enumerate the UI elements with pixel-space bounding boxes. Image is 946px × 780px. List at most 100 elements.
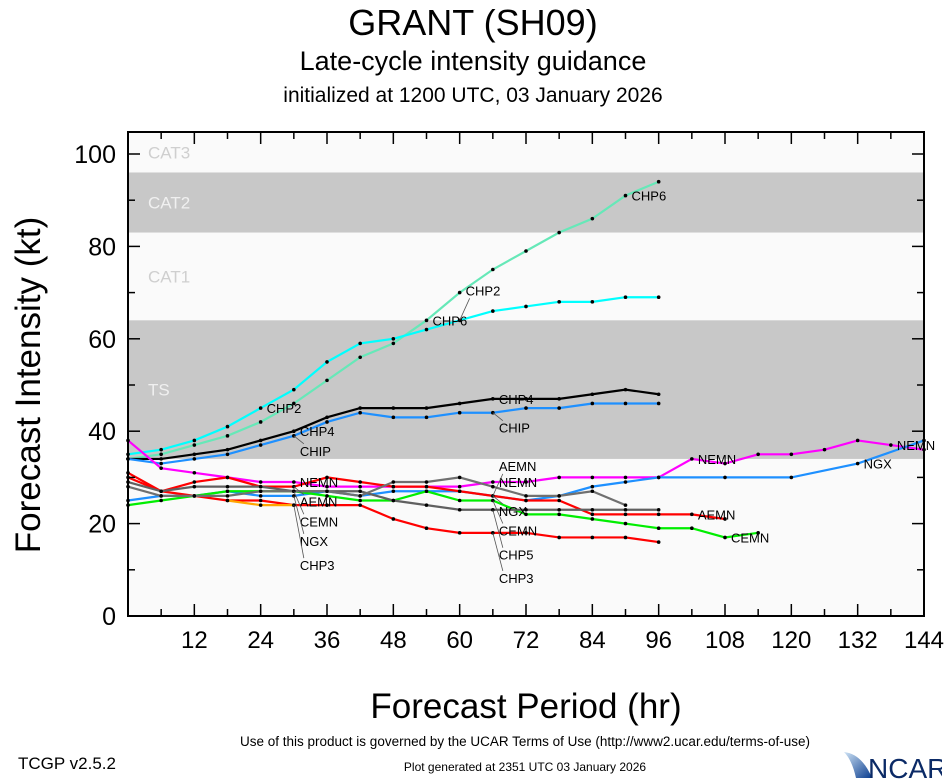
svg-text:NCAR: NCAR — [868, 753, 942, 780]
series-label: AEMN — [499, 459, 537, 474]
data-point — [855, 438, 860, 443]
data-point — [457, 507, 462, 512]
data-point — [491, 397, 495, 401]
data-point — [690, 512, 694, 517]
series-label: CEMN — [731, 530, 769, 545]
series-label: NEMN — [698, 452, 736, 467]
data-point — [524, 507, 528, 512]
series-label: NGX — [300, 534, 329, 549]
data-point — [358, 498, 362, 503]
data-point — [491, 484, 495, 489]
data-point — [524, 480, 528, 484]
label-leader — [293, 495, 305, 534]
data-point — [225, 498, 230, 503]
band-label: CAT2 — [148, 194, 190, 213]
series-label: CHIP — [499, 421, 530, 436]
data-point — [258, 484, 263, 489]
label-leader — [459, 298, 471, 321]
x-tick-label: 108 — [705, 627, 745, 654]
data-point — [292, 480, 296, 484]
data-point — [557, 406, 561, 410]
data-point — [159, 466, 163, 470]
data-point — [325, 420, 329, 424]
x-tick-label: 60 — [446, 627, 473, 654]
label-leader — [492, 532, 504, 571]
data-point — [590, 512, 595, 517]
data-point — [723, 475, 727, 480]
data-point — [590, 300, 595, 304]
data-point — [690, 526, 694, 531]
chart-subtitle: Late-cycle intensity guidance — [299, 46, 647, 76]
data-point — [325, 360, 329, 364]
band-cat2 — [128, 172, 924, 233]
label-leader — [293, 491, 305, 515]
data-point — [258, 480, 263, 484]
data-point — [524, 498, 528, 503]
data-point — [424, 327, 429, 332]
band-label: CAT1 — [148, 267, 190, 286]
y-tick-label: 20 — [88, 511, 116, 539]
y-tick-label: 0 — [102, 603, 116, 631]
init-time: initialized at 1200 UTC, 03 January 2026 — [283, 84, 663, 107]
series-label: CHP5 — [499, 548, 534, 563]
data-point — [789, 452, 794, 457]
data-point — [325, 415, 329, 420]
data-point — [424, 484, 429, 489]
data-point — [391, 480, 396, 484]
data-point — [789, 475, 794, 480]
data-point — [225, 424, 230, 429]
data-point — [424, 415, 429, 420]
data-point — [457, 290, 462, 295]
data-point — [258, 489, 263, 494]
series-label: CEMN — [300, 514, 338, 529]
data-point — [557, 397, 561, 401]
data-point — [225, 489, 230, 494]
data-point — [325, 494, 329, 498]
x-tick-label: 48 — [380, 627, 407, 654]
chart-title: GRANT (SH09) — [348, 2, 598, 43]
data-point — [524, 406, 528, 410]
data-point — [656, 392, 661, 397]
data-point — [225, 434, 230, 438]
series-label: NGX — [499, 504, 528, 519]
data-point — [391, 341, 396, 346]
series-label: CHP6 — [632, 189, 667, 204]
data-point — [192, 438, 197, 443]
data-point — [358, 355, 362, 360]
series-label: AEMN — [698, 507, 736, 522]
series-label: NEMN — [300, 475, 338, 490]
y-tick-label: 40 — [88, 418, 116, 446]
x-tick-label: 84 — [579, 627, 606, 654]
data-point — [192, 470, 197, 475]
data-point — [325, 475, 329, 480]
data-point — [391, 484, 396, 489]
series-label: CHP3 — [499, 571, 534, 586]
data-point — [590, 401, 595, 406]
data-point — [524, 304, 528, 309]
series-label: CEMN — [499, 524, 537, 539]
data-point — [225, 494, 230, 498]
data-point — [590, 475, 595, 480]
data-point — [656, 295, 661, 300]
data-point — [325, 503, 329, 507]
version-label: TCGP v2.5.2 — [18, 754, 116, 773]
x-axis-label: Forecast Period (hr) — [370, 687, 681, 726]
series-line — [127, 476, 626, 507]
y-axis-label: Forecast Intensity (kt) — [9, 217, 48, 553]
data-point — [192, 452, 197, 457]
data-point — [524, 512, 528, 517]
data-point — [159, 498, 163, 503]
band-label: TS — [148, 381, 170, 400]
data-point — [557, 230, 561, 235]
series-label: NEMN — [897, 438, 935, 453]
data-point — [325, 484, 329, 489]
data-point — [656, 179, 661, 184]
data-point — [822, 447, 827, 452]
data-point — [623, 387, 628, 392]
data-point — [557, 507, 561, 512]
data-point — [192, 484, 197, 489]
data-point — [756, 531, 760, 535]
series-label: CHP2 — [466, 283, 501, 298]
y-tick-label: 80 — [88, 233, 116, 261]
data-point — [889, 443, 893, 447]
